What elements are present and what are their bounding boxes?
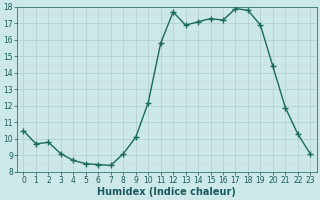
X-axis label: Humidex (Indice chaleur): Humidex (Indice chaleur) [98, 187, 236, 197]
